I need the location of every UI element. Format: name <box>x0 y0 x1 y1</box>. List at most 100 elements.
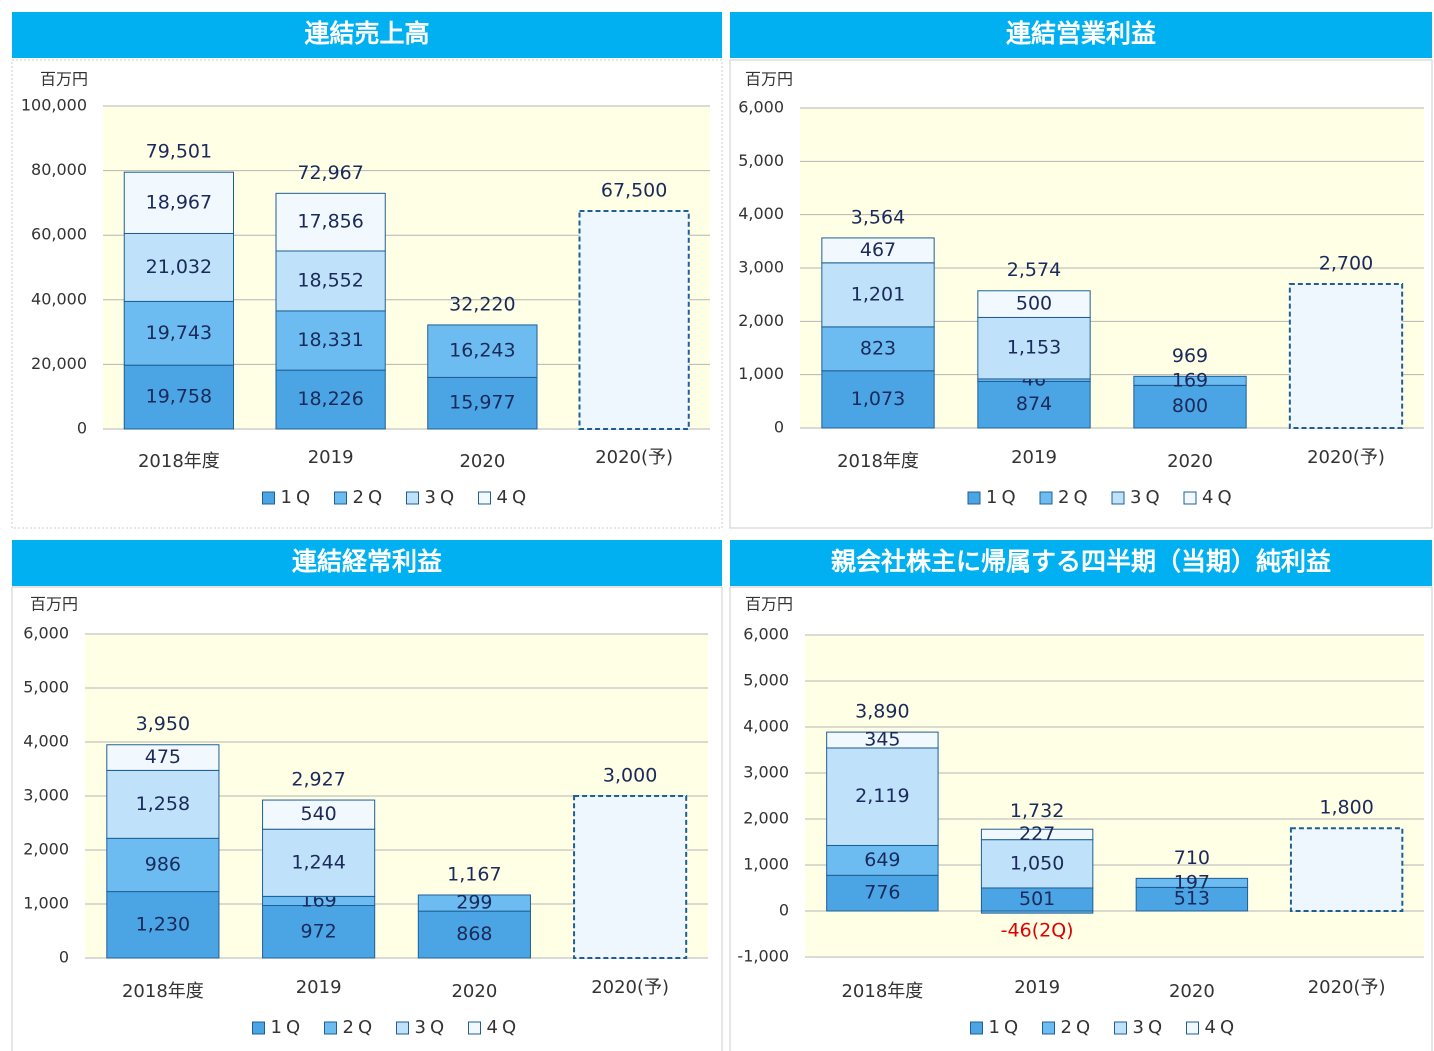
bar-segment <box>417 894 531 912</box>
legend-swatch <box>406 491 419 505</box>
legend-label: 4Q <box>497 487 531 508</box>
bar-segment <box>1135 877 1249 888</box>
total-label: 2,927 <box>291 768 345 790</box>
forecast-bar <box>1289 827 1404 913</box>
segment-label: 18,967 <box>146 191 212 213</box>
chart-title: 連結経常利益 <box>292 547 442 576</box>
legend-swatch <box>967 491 981 505</box>
x-tick-label: 2019 <box>1011 447 1057 468</box>
forecast-bar <box>578 209 690 430</box>
bar-segment <box>427 376 538 430</box>
segment-label: 1,153 <box>1007 337 1061 359</box>
bar-segment <box>826 844 939 876</box>
x-tick-label: 2018年度 <box>138 451 220 472</box>
legend-label: 4Q <box>1205 1017 1239 1038</box>
legend-label: 1Q <box>271 1017 305 1038</box>
y-tick-label: 4,000 <box>23 732 69 751</box>
y-tick-label: 1,000 <box>23 894 69 913</box>
segment-label: 1,244 <box>291 851 345 873</box>
x-tick-label: 2020 <box>451 981 497 1002</box>
segment-label: 299 <box>456 892 492 914</box>
legend-swatch <box>468 1021 481 1035</box>
segment-label: 1,258 <box>136 793 190 815</box>
bar-segment <box>275 310 386 371</box>
bar-segment <box>821 262 935 328</box>
bar-segment <box>977 380 1091 429</box>
total-label: 3,000 <box>603 765 657 787</box>
segment-label: -46(2Q) <box>1001 920 1074 942</box>
bar-segment <box>977 316 1091 380</box>
segment-label: 823 <box>860 337 896 359</box>
bar-segment <box>1133 384 1247 429</box>
bar-segment <box>262 905 376 959</box>
legend-swatch <box>324 1021 337 1035</box>
segment-label: 17,856 <box>297 211 363 233</box>
x-tick-label: 2020(予) <box>591 977 669 998</box>
legend-label: 1Q <box>989 1017 1023 1038</box>
chart-title: 連結売上高 <box>304 19 429 48</box>
legend-label: 3Q <box>1133 1017 1167 1038</box>
x-tick-label: 2020 <box>1169 981 1215 1002</box>
x-tick-label: 2020(予) <box>595 447 673 468</box>
chart-title: 親会社株主に帰属する四半期（当期）純利益 <box>831 547 1331 576</box>
segment-label: 1,073 <box>851 388 905 410</box>
bar-segment <box>980 839 1094 889</box>
bar-segment <box>980 910 1094 914</box>
legend-swatch <box>334 491 347 505</box>
legend-swatch <box>478 491 491 505</box>
total-label: 67,500 <box>601 179 667 201</box>
y-tick-label: 6,000 <box>23 624 69 643</box>
header <box>730 540 1432 586</box>
y-tick-label: -1,000 <box>737 947 789 966</box>
legend-label: 2Q <box>1061 1017 1095 1038</box>
bar-segment <box>417 910 531 959</box>
legend-swatch <box>1183 491 1197 505</box>
y-tick-label: 20,000 <box>31 354 87 373</box>
segment-label: 1,201 <box>851 283 905 305</box>
segment-label: 972 <box>300 920 336 942</box>
bar-segment <box>106 837 220 893</box>
y-tick-label: 5,000 <box>23 678 69 697</box>
total-label: 1,167 <box>447 863 501 885</box>
segment-label: 18,226 <box>297 388 363 410</box>
bar-segment <box>826 747 939 846</box>
segment-label: 649 <box>864 849 900 871</box>
bar-segment <box>821 370 935 429</box>
total-label: 710 <box>1174 847 1210 869</box>
legend-swatch <box>396 1021 409 1035</box>
header <box>12 12 722 58</box>
segment-label: 2,119 <box>855 785 909 807</box>
total-label: 2,700 <box>1319 253 1373 275</box>
total-label: 32,220 <box>449 293 515 315</box>
legend-label: 4Q <box>487 1017 521 1038</box>
unit-label: 百万円 <box>745 595 793 614</box>
x-tick-label: 2020 <box>1167 451 1213 472</box>
panel-frame <box>11 586 723 1051</box>
segment-label: 197 <box>1174 871 1210 893</box>
legend-swatch <box>1186 1021 1199 1035</box>
total-label: 3,564 <box>851 206 905 228</box>
bar-segment <box>262 828 376 897</box>
x-tick-label: 2019 <box>1014 977 1060 998</box>
unit-label: 百万円 <box>745 70 793 89</box>
legend-label: 3Q <box>1130 487 1164 508</box>
legend-swatch <box>970 1021 983 1035</box>
y-tick-label: 3,000 <box>23 786 69 805</box>
bar-segment <box>821 237 935 264</box>
legend-label: 3Q <box>425 487 459 508</box>
legend-label: 2Q <box>343 1017 377 1038</box>
y-tick-label: 0 <box>77 419 87 438</box>
forecast-bar <box>573 795 688 959</box>
bar-segment <box>123 171 235 234</box>
y-tick-label: 5,000 <box>738 151 784 170</box>
y-tick-label: 6,000 <box>743 625 789 644</box>
bar-segment <box>275 250 386 312</box>
segment-label: 874 <box>1016 393 1052 415</box>
bar-segment <box>826 731 939 749</box>
segment-label: 540 <box>300 803 336 825</box>
header <box>12 540 722 586</box>
segment-label: 776 <box>864 882 900 904</box>
segment-label: 475 <box>145 746 181 768</box>
legend-swatch <box>252 1021 265 1035</box>
segment-label: 18,552 <box>297 269 363 291</box>
